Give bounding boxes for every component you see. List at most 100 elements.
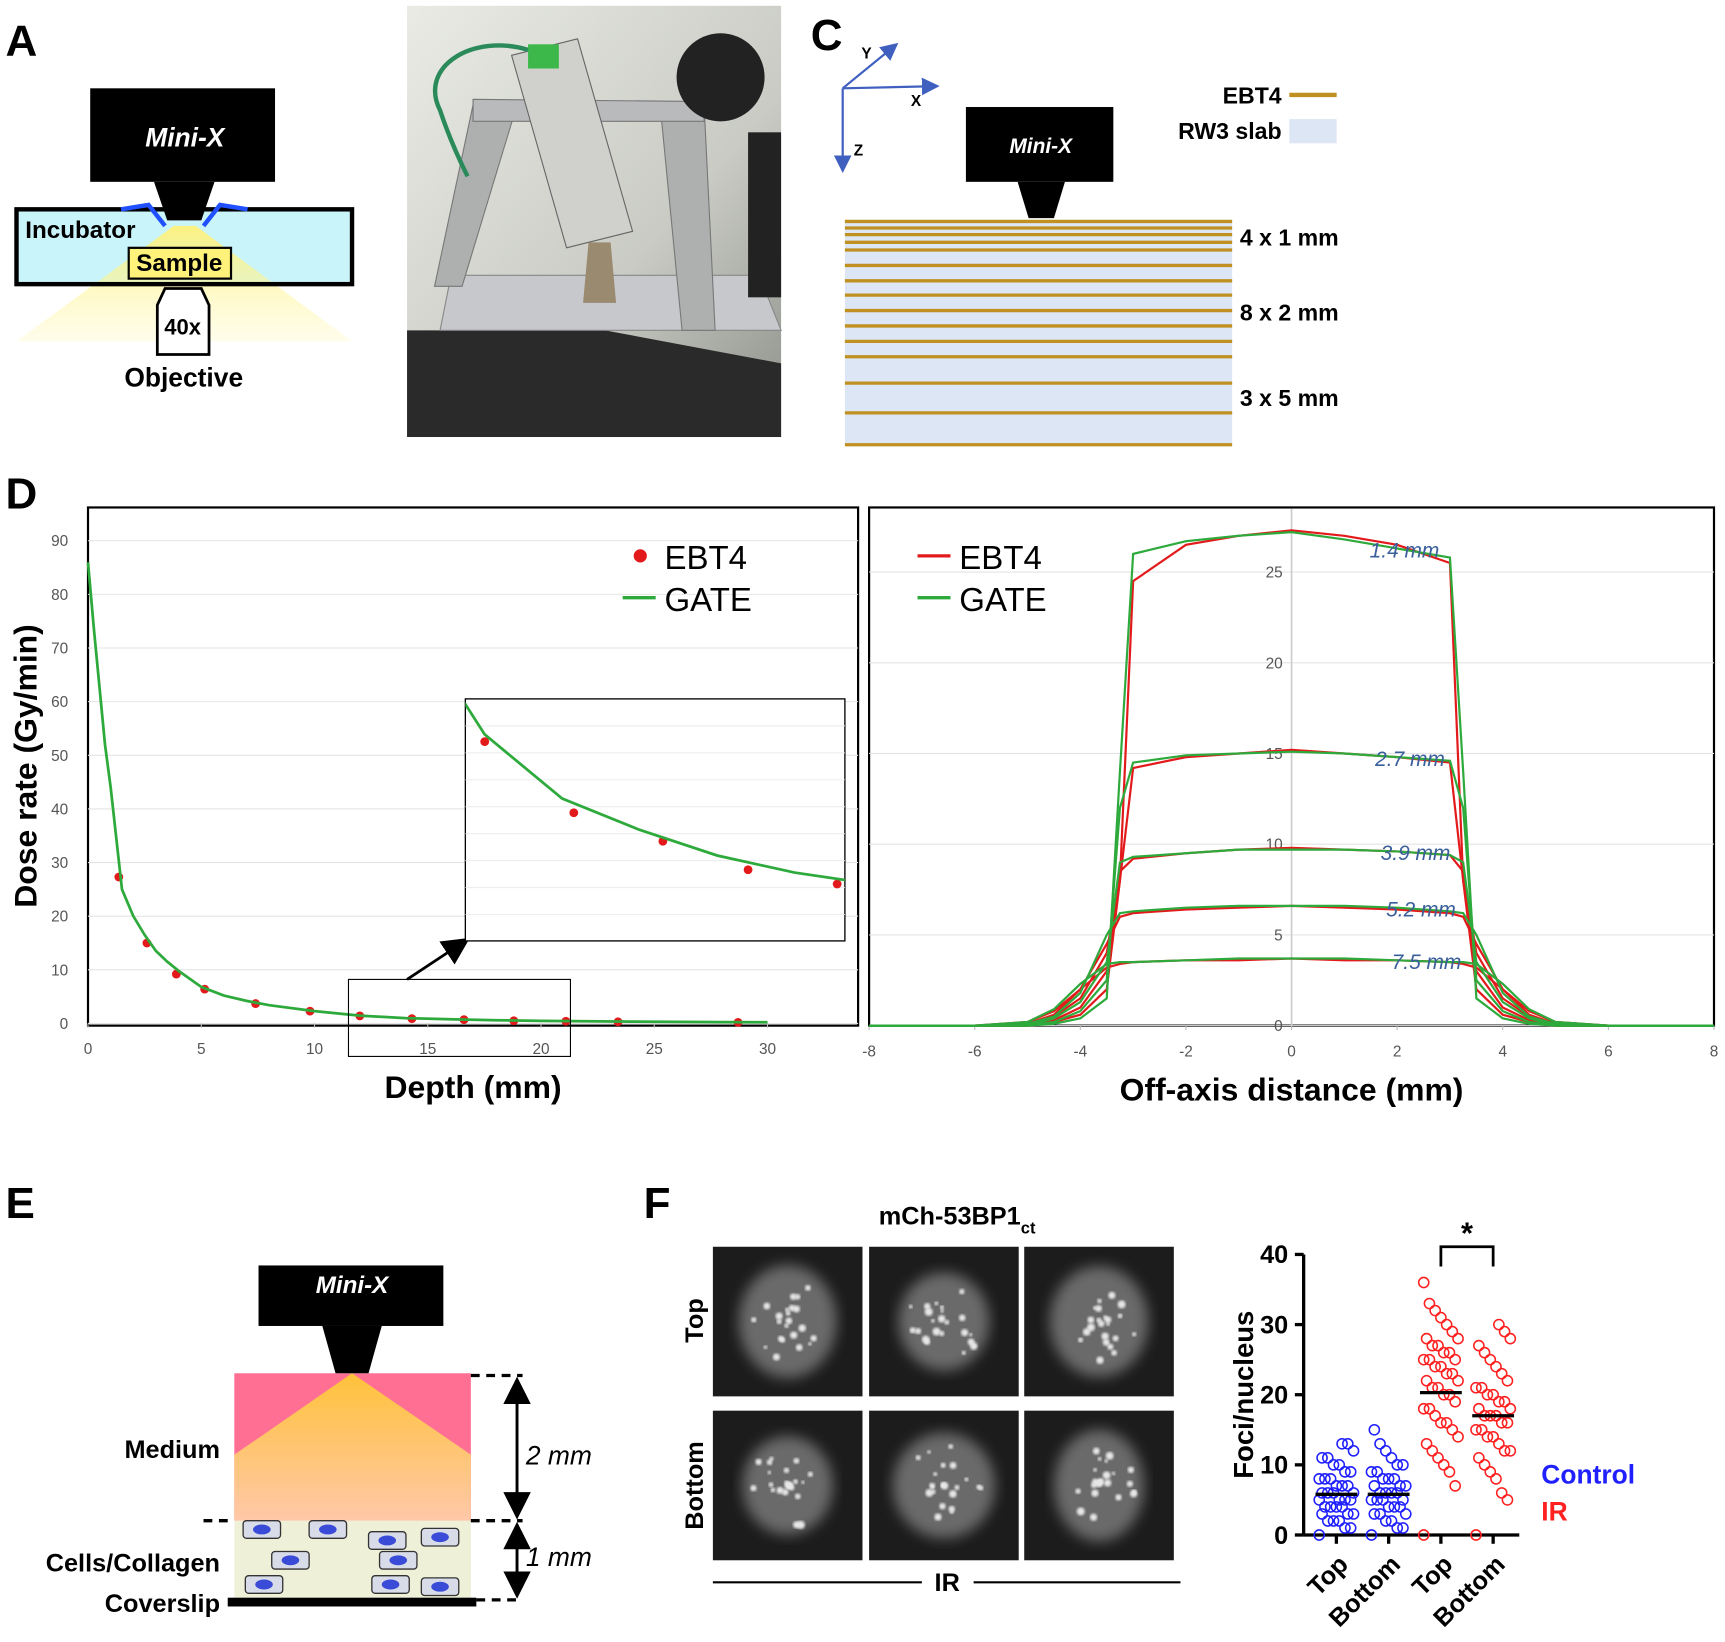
nozzle: [583, 242, 617, 303]
panel-a: Mini-X Incubator Sample 40x Objective: [14, 88, 355, 392]
focus: [1095, 1480, 1103, 1488]
data-point: [1475, 1381, 1488, 1394]
micrograph: [712, 1246, 863, 1397]
focus: [1111, 1349, 1117, 1356]
nucleus: [253, 1524, 271, 1535]
nucleus: [431, 1581, 449, 1592]
data-point: [1344, 1522, 1357, 1534]
focus: [949, 1490, 957, 1498]
data-point: [1504, 1444, 1517, 1457]
focus: [940, 1482, 949, 1490]
layer-label: 8 x 2 mm: [1240, 299, 1339, 325]
focus: [777, 1335, 784, 1342]
data-point: [1443, 1346, 1456, 1359]
x-tick-label: 0: [1287, 1043, 1296, 1060]
depth-label: 1.4 mm: [1370, 539, 1440, 562]
data-point: [1484, 1353, 1497, 1366]
focus: [1097, 1456, 1102, 1461]
legend-label: RW3 slab: [1178, 118, 1282, 144]
focus: [939, 1502, 946, 1510]
data-point: [1385, 1515, 1398, 1527]
axis-label: X: [911, 93, 922, 110]
data-point-inset: [480, 737, 490, 746]
data-point: [1470, 1381, 1482, 1394]
data-point: [1368, 1423, 1381, 1436]
layer-label: Cells/Collagen: [46, 1549, 220, 1577]
focus: [948, 1444, 954, 1449]
layer-label: Medium: [124, 1436, 220, 1464]
data-point: [1417, 1529, 1430, 1541]
focus: [776, 1318, 782, 1325]
data-point: [1347, 1508, 1360, 1520]
y-tick-label: 0: [1274, 1018, 1283, 1035]
microscope-body: [748, 132, 782, 298]
focus: [1106, 1322, 1110, 1327]
data-point: [1333, 1515, 1346, 1527]
data-point: [1432, 1452, 1444, 1464]
focus: [908, 1304, 913, 1309]
data-point: [1429, 1304, 1442, 1317]
data-point: [1449, 1353, 1462, 1366]
row-label: Top: [681, 1298, 709, 1342]
focus: [769, 1456, 774, 1461]
data-point: [1449, 1480, 1462, 1492]
data-point: [1417, 1353, 1430, 1366]
objective: [155, 287, 211, 356]
focus: [790, 1331, 798, 1339]
data-point: [1473, 1402, 1485, 1415]
data-point: [1490, 1360, 1502, 1373]
focus: [793, 1479, 798, 1485]
data-point: [1371, 1466, 1384, 1478]
panel-c: Y X Z Mini-X 4 x 1 mm 8 x 2 mm 3 x 5 mm …: [833, 42, 1339, 447]
micrograph: [712, 1410, 863, 1561]
data-point: [1504, 1402, 1517, 1415]
data-point: [1484, 1466, 1497, 1478]
data-point: [1321, 1515, 1334, 1527]
data-point: [1493, 1318, 1505, 1331]
legend-label: EBT4: [959, 539, 1042, 576]
focus: [1126, 1480, 1134, 1487]
focus: [795, 1344, 803, 1351]
data-point: [1399, 1508, 1412, 1520]
micrograph: [1024, 1410, 1174, 1561]
data-point: [1347, 1444, 1360, 1457]
data-point: [1388, 1473, 1401, 1485]
y-tick-label: 90: [51, 533, 68, 550]
focus: [1104, 1316, 1112, 1324]
nucleus: [319, 1524, 337, 1535]
data-point-inset: [743, 865, 753, 875]
legend-label: EBT4: [1223, 83, 1282, 109]
panel-label: D: [6, 470, 38, 519]
data-point: [1437, 1388, 1450, 1401]
nucleus: [255, 1579, 273, 1590]
data-point: [1319, 1473, 1331, 1485]
data-point: [1339, 1466, 1351, 1478]
focus: [755, 1458, 762, 1466]
focus: [751, 1317, 757, 1323]
panel-label: E: [6, 1179, 35, 1228]
data-point: [1504, 1332, 1517, 1345]
x-tick-label: 10: [306, 1041, 323, 1058]
nucleus: [378, 1535, 397, 1546]
treatment-label: IR: [935, 1569, 960, 1597]
thickness-label: 1 mm: [526, 1542, 592, 1572]
sample-label: Sample: [136, 250, 222, 277]
data-point: [1330, 1480, 1343, 1492]
data-point: [1327, 1515, 1340, 1527]
x-tick-label: -8: [862, 1043, 876, 1060]
focus: [929, 1482, 936, 1489]
focus: [798, 1324, 806, 1332]
depth-label: 7.5 mm: [1392, 951, 1462, 974]
focus: [1091, 1489, 1099, 1497]
focus: [775, 1312, 783, 1320]
x-tick-label: 15: [419, 1041, 436, 1058]
data-point: [1382, 1473, 1395, 1485]
data-point: [1368, 1508, 1381, 1520]
profile-line: [869, 531, 1714, 1027]
focus: [784, 1323, 789, 1328]
focus: [1095, 1305, 1102, 1312]
data-point: [1316, 1452, 1328, 1464]
data-point: [1446, 1367, 1459, 1380]
profile-line: [869, 848, 1714, 1027]
